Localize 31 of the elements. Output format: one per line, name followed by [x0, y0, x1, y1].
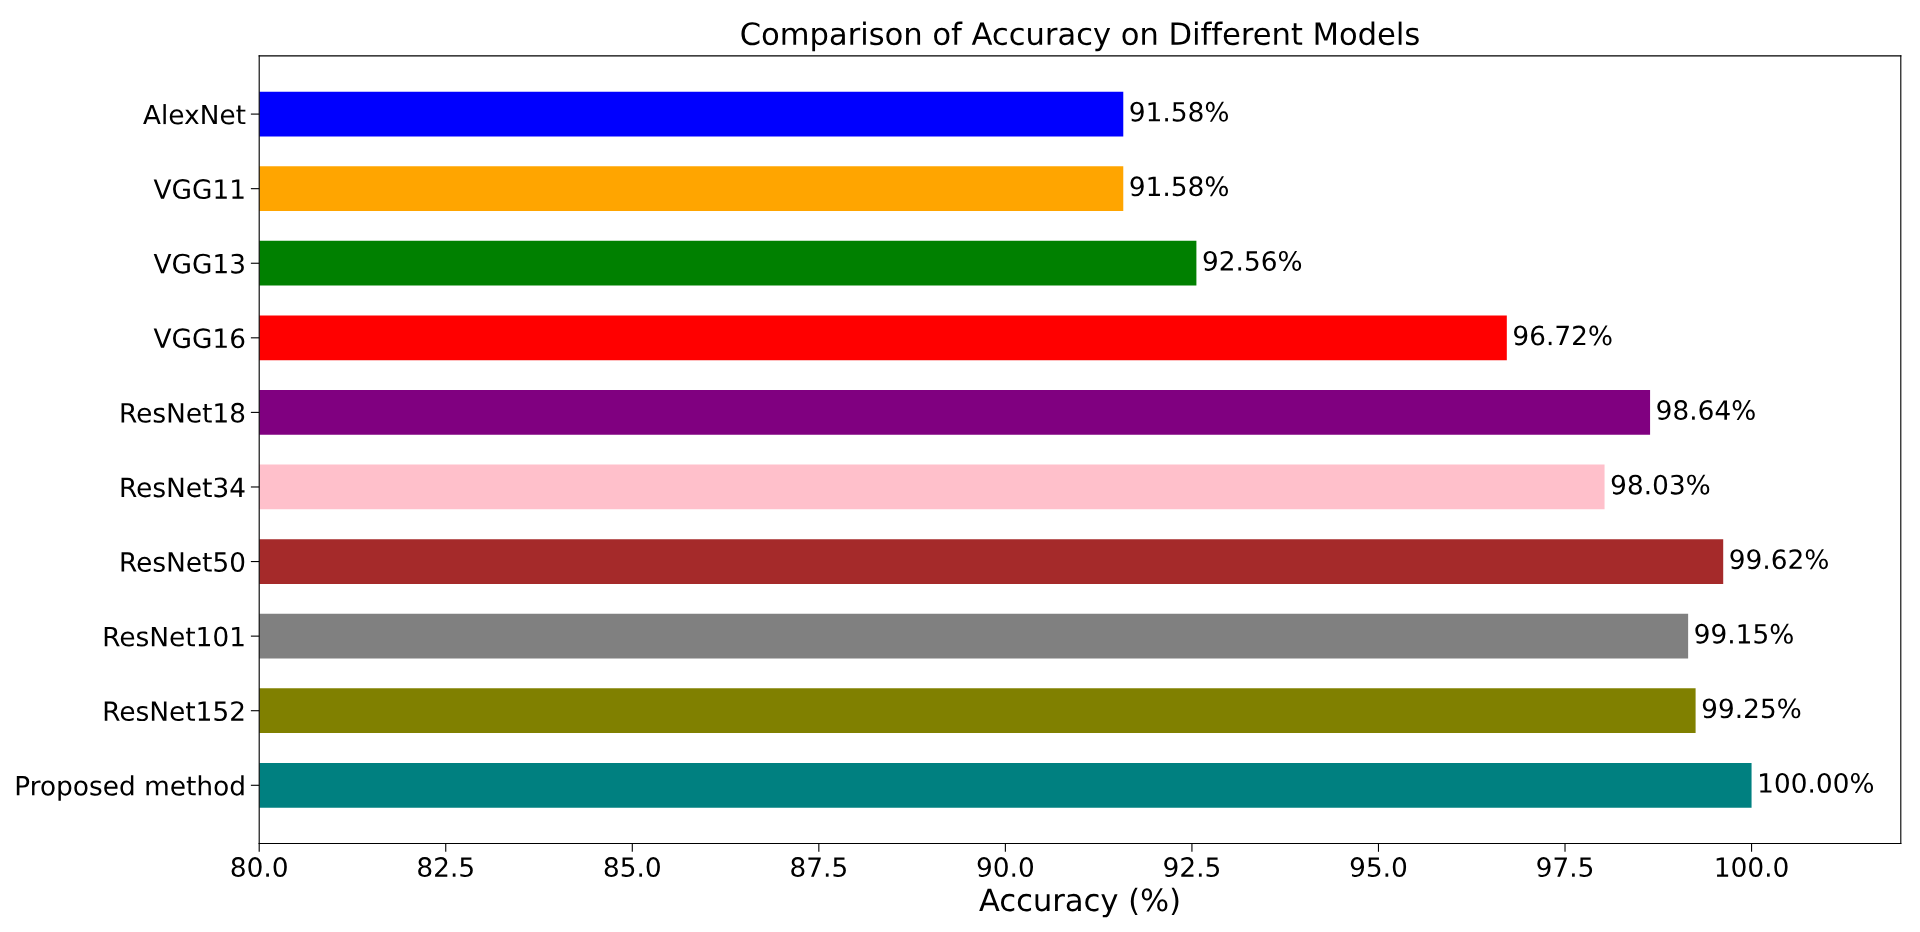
x-tick-label: 87.5: [791, 857, 846, 878]
x-axis-title: Accuracy (%): [979, 887, 1179, 918]
data-label: 91.58%: [1130, 101, 1228, 122]
y-tick-label: ResNet101: [104, 626, 244, 647]
data-label: 100.00%: [1760, 772, 1874, 793]
data-label: 99.62%: [1730, 549, 1828, 570]
x-tick-label: 100.0: [1716, 857, 1788, 878]
data-label: 98.64%: [1657, 400, 1755, 421]
y-tick-label: ResNet18: [121, 402, 245, 423]
y-tick-label: ResNet34: [121, 477, 245, 498]
x-tick-label: 95.0: [1350, 857, 1407, 878]
x-tick-label: 82.5: [418, 857, 473, 878]
data-label: 99.25%: [1702, 698, 1801, 719]
x-tick-label: 90.0: [977, 857, 1034, 878]
data-label: 96.72%: [1514, 325, 1612, 346]
y-tick-label: VGG16: [153, 328, 245, 349]
x-tick-label: 85.0: [604, 857, 660, 878]
y-tick-label: ResNet50: [121, 552, 245, 572]
data-label: 91.58%: [1130, 176, 1228, 197]
x-tick-label: 97.5: [1537, 857, 1593, 878]
y-tick-label: Proposed method: [16, 775, 244, 801]
chart-title: Comparison of Accuracy on Different Models: [741, 21, 1419, 52]
data-label: 98.03%: [1611, 474, 1710, 495]
x-tick-label: 92.5: [1164, 857, 1219, 878]
data-label: 99.15%: [1695, 623, 1793, 644]
y-tick-label: AlexNet: [143, 104, 246, 125]
y-tick-label: VGG13: [153, 253, 244, 274]
data-label: 92.56%: [1203, 250, 1302, 271]
x-tick-label: 80.0: [231, 857, 287, 878]
y-tick-label: VGG11: [153, 179, 244, 200]
y-tick-label: ResNet152: [104, 701, 244, 722]
